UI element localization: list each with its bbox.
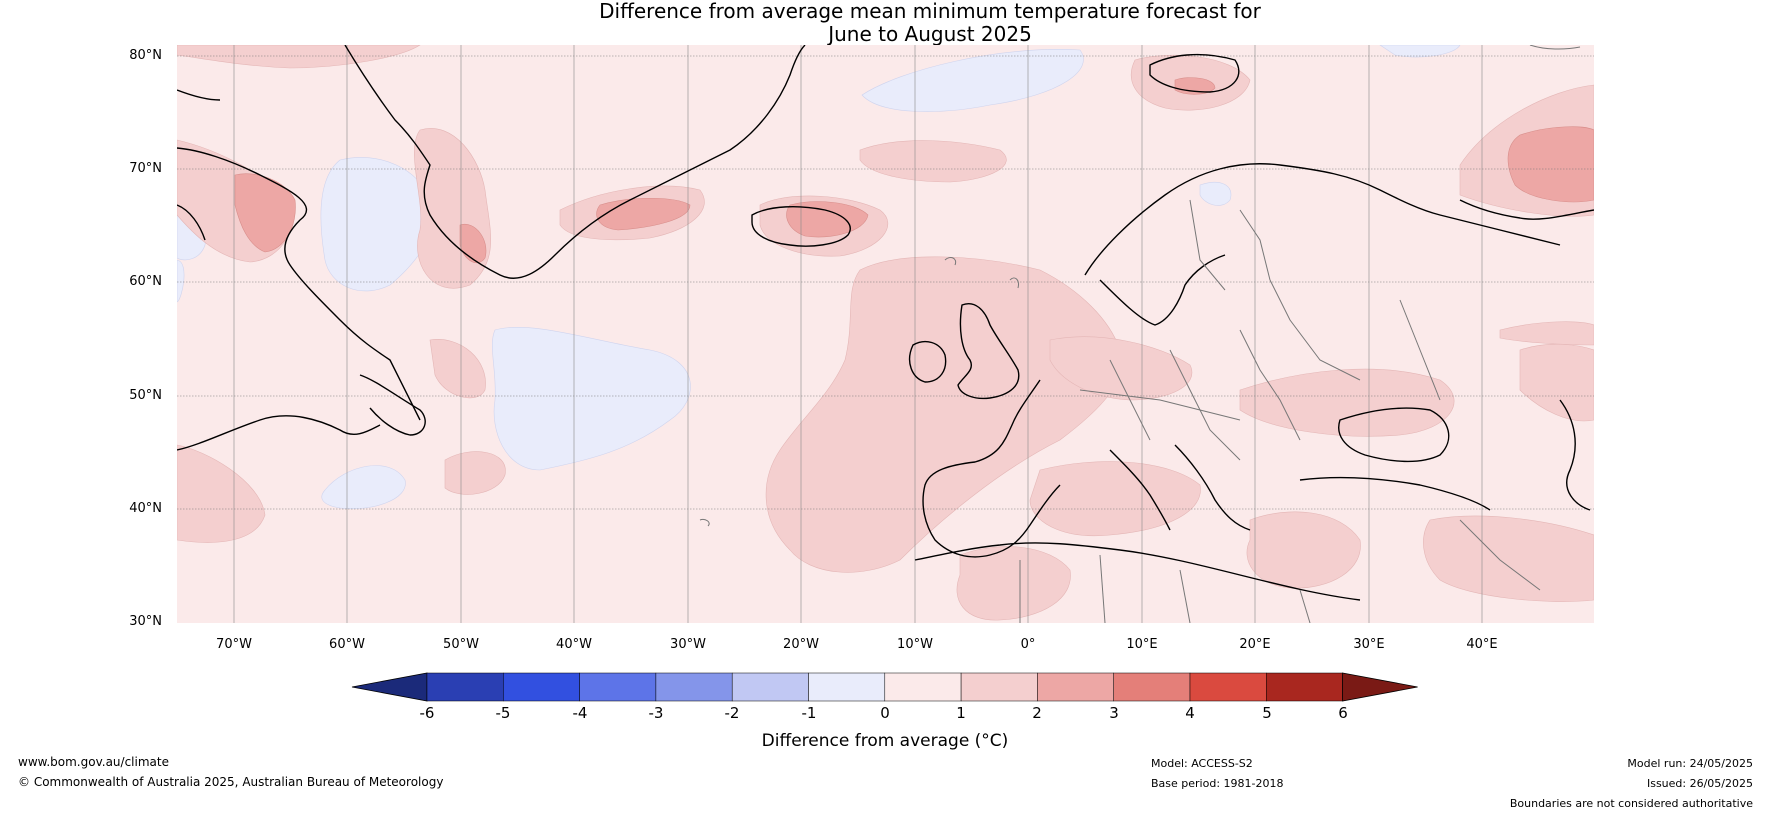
- colorbar-tick: -4: [572, 704, 588, 722]
- lon-label-40e: 40°E: [1466, 637, 1498, 652]
- colorbar-swatch: [960, 672, 1038, 702]
- colorbar-tick: 3: [1109, 704, 1119, 722]
- lon-label-60w: 60°W: [329, 637, 365, 652]
- colorbar-swatch: [808, 672, 886, 702]
- norway-sweden-south: [1099, 254, 1226, 326]
- baffin-coast: [177, 204, 206, 241]
- title-line-1: Difference from average mean minimum tem…: [599, 0, 1261, 23]
- lon-label-40w: 40°W: [556, 637, 592, 652]
- scandinavia-coast: [1084, 163, 1561, 276]
- colorbar-swatch: [579, 672, 657, 702]
- country-borders: [1019, 199, 1541, 623]
- north-america-coast: [177, 415, 381, 451]
- lakes-islands: [699, 45, 1581, 527]
- colorbar-swatch: [1113, 672, 1191, 702]
- coastlines: [177, 45, 1594, 601]
- colorbar-swatch: [655, 672, 733, 702]
- footer-model-run: Model run: 24/05/2025: [1627, 757, 1753, 770]
- france-iberia-coast: [922, 379, 1061, 558]
- newfoundland-coast: [359, 374, 426, 436]
- colorbar-tick: 6: [1338, 704, 1348, 722]
- canada-arctic-coast: [177, 89, 221, 101]
- italy-coast: [1109, 449, 1171, 531]
- colorbar-extend-high: [1342, 672, 1418, 702]
- footer-url: www.bom.gov.au/climate: [18, 755, 169, 769]
- meridians: [233, 45, 1483, 623]
- colorbar-swatch: [1037, 672, 1114, 702]
- graticule: [177, 55, 1594, 510]
- colorbar-tick: -1: [801, 704, 817, 722]
- lat-label-30n: 30°N: [129, 614, 162, 629]
- lon-label-30w: 30°W: [670, 637, 706, 652]
- ireland-coast: [908, 340, 947, 383]
- lat-label-70n: 70°N: [129, 161, 162, 176]
- turkey-coast: [1299, 476, 1491, 511]
- colorbar-tick: 1: [956, 704, 966, 722]
- colorbar-label: Difference from average (°C): [761, 731, 1009, 751]
- colorbar-swatch: [503, 672, 580, 702]
- labrador-coast: [177, 147, 421, 421]
- footer-copyright: © Commonwealth of Australia 2025, Austra…: [18, 775, 444, 789]
- svalbard-coast: [1149, 53, 1240, 93]
- colorbar-tick: -6: [419, 704, 435, 722]
- lon-label-70w: 70°W: [216, 637, 252, 652]
- lat-label-80n: 80°N: [129, 48, 162, 63]
- colorbar-swatch: [1266, 672, 1343, 702]
- colorbar-tick: -5: [495, 704, 511, 722]
- map-title: Difference from average mean minimum tem…: [230, 0, 1630, 46]
- warm-anomaly-areas-2-3: [234, 77, 1594, 264]
- colorbar-swatch: [884, 672, 962, 702]
- lon-label-30e: 30°E: [1353, 637, 1385, 652]
- russia-arctic-coast: [1459, 199, 1594, 220]
- colorbar-tick: 4: [1185, 704, 1195, 722]
- lon-label-20w: 20°W: [783, 637, 819, 652]
- lon-label-0: 0°: [1020, 637, 1036, 652]
- footer-issued: Issued: 26/05/2025: [1646, 777, 1753, 790]
- lon-label-20e: 20°E: [1239, 637, 1271, 652]
- colorbar-tick: -2: [724, 704, 740, 722]
- footer-model: Model: ACCESS-S2: [1151, 757, 1253, 770]
- caspian-coast: [1559, 399, 1591, 511]
- colorbar-swatch: [731, 672, 809, 702]
- lon-label-50w: 50°W: [443, 637, 479, 652]
- lon-label-10e: 10°E: [1126, 637, 1158, 652]
- colorbar-extend-low: [351, 672, 428, 702]
- footer-base-period: Base period: 1981-2018: [1151, 777, 1284, 790]
- greece-coast: [1174, 444, 1251, 531]
- colorbar-tick: 5: [1262, 704, 1272, 722]
- colorbar-tick: 2: [1032, 704, 1042, 722]
- colorbar-tick: 0: [880, 704, 890, 722]
- iceland-coast: [751, 206, 851, 247]
- lat-label-40n: 40°N: [129, 501, 162, 516]
- black-sea-coast: [1338, 407, 1450, 463]
- lon-label-10w: 10°W: [897, 637, 933, 652]
- great-britain-coast: [957, 303, 1020, 400]
- title-line-2: June to August 2025: [828, 22, 1032, 46]
- north-africa-coast: [914, 542, 1361, 601]
- colorbar-swatch: [426, 672, 504, 702]
- lat-label-60n: 60°N: [129, 274, 162, 289]
- colorbar-tick: -3: [648, 704, 664, 722]
- colorbar-swatch: [1189, 672, 1267, 702]
- footer-disclaimer: Boundaries are not considered authoritat…: [1509, 797, 1753, 810]
- lat-label-50n: 50°N: [129, 388, 162, 403]
- greenland-coast: [344, 45, 806, 279]
